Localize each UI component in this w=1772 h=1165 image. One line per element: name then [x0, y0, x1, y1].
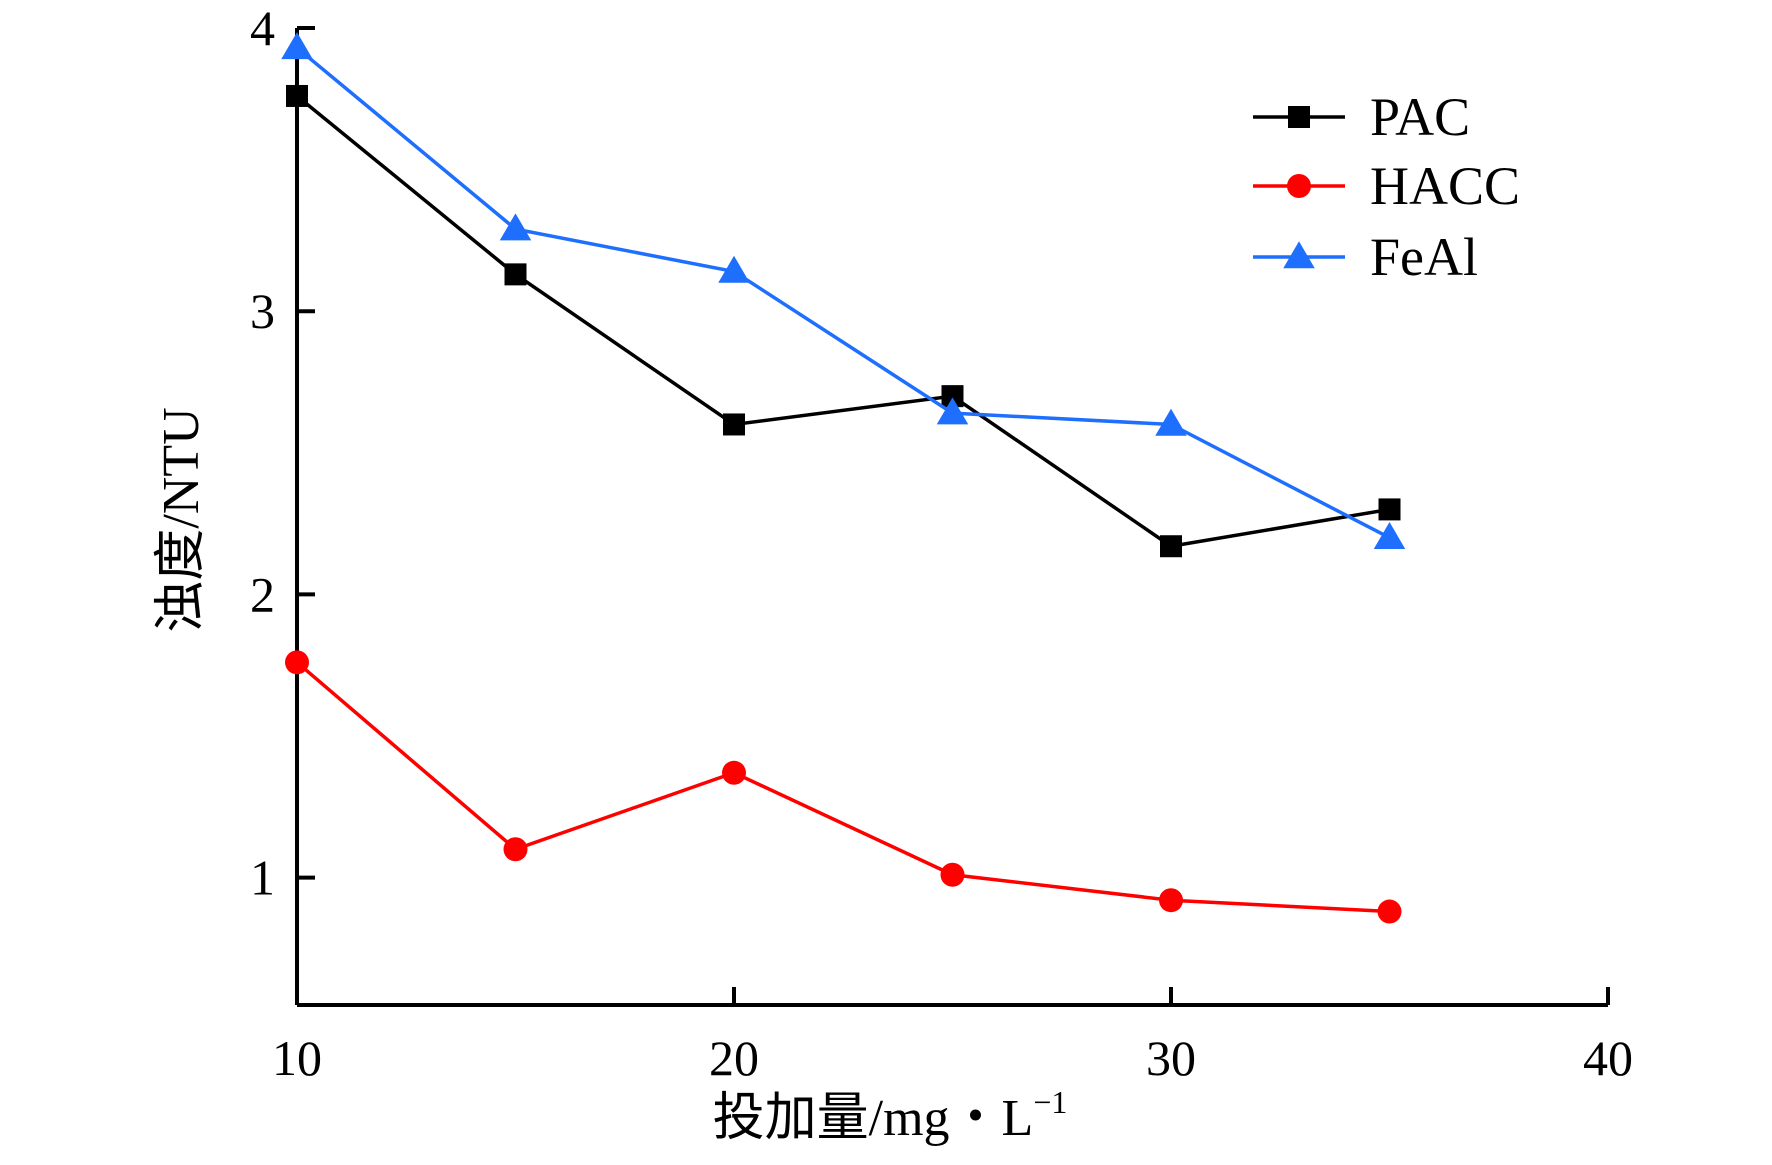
- legend-item-pac: PAC: [1253, 87, 1470, 147]
- series-pac-point: [723, 413, 745, 436]
- x-tick-label: 20: [709, 1030, 759, 1086]
- series-feal: [281, 32, 1406, 549]
- series-feal-line: [295, 46, 1391, 540]
- legend-label: FeAl: [1370, 227, 1478, 287]
- y-tick-label: 1: [250, 850, 275, 906]
- x-tick-label: 40: [1583, 1030, 1633, 1086]
- y-tick-label: 3: [250, 283, 275, 339]
- x-axis-title: 投加量/mg・L−1: [713, 1084, 1068, 1147]
- legend-swatch-marker: [1287, 174, 1311, 198]
- series-hacc-point: [285, 650, 309, 675]
- x-tick-label: 30: [1146, 1030, 1196, 1086]
- series-hacc-point: [503, 837, 528, 862]
- series-pac-point: [1160, 535, 1182, 558]
- series-feal-point: [1155, 408, 1187, 436]
- legend-swatch-marker: [1283, 241, 1315, 269]
- series-pac-point: [504, 263, 527, 286]
- series-pac-line: [295, 94, 1390, 549]
- x-axis-title-superscript: −1: [1033, 1084, 1067, 1120]
- plot-area: [281, 32, 1406, 924]
- series-hacc-point: [722, 760, 746, 785]
- legend: PAC HACC FeAl: [1253, 87, 1520, 287]
- series-pac-point: [1378, 498, 1401, 521]
- series-hacc-point: [940, 862, 965, 887]
- axes: 10 20 30 40 1 2 3 4: [250, 0, 1633, 1086]
- series-hacc-line: [295, 661, 1390, 914]
- legend-label: PAC: [1370, 87, 1470, 147]
- y-tick-label: 2: [250, 566, 275, 622]
- series-pac: [286, 84, 1401, 558]
- legend-item-hacc: HACC: [1253, 156, 1520, 216]
- series-pac-point: [941, 385, 964, 408]
- series-feal-point: [499, 213, 532, 241]
- legend-label: HACC: [1370, 156, 1520, 216]
- legend-swatch-marker: [1288, 106, 1310, 128]
- series-feal-point: [1373, 521, 1406, 549]
- series-hacc-point: [1377, 899, 1402, 924]
- y-axis-title: 浊度/NTU: [153, 407, 210, 632]
- legend-item-feal: FeAl: [1253, 227, 1478, 287]
- series-pac-point: [286, 84, 308, 107]
- series-feal-point: [718, 255, 750, 283]
- series-feal-point: [936, 397, 969, 425]
- x-tick-label: 10: [272, 1030, 322, 1086]
- series-hacc: [285, 650, 1402, 924]
- series-hacc-point: [1159, 888, 1183, 913]
- series-feal-point: [281, 32, 313, 60]
- y-tick-label: 4: [250, 0, 275, 56]
